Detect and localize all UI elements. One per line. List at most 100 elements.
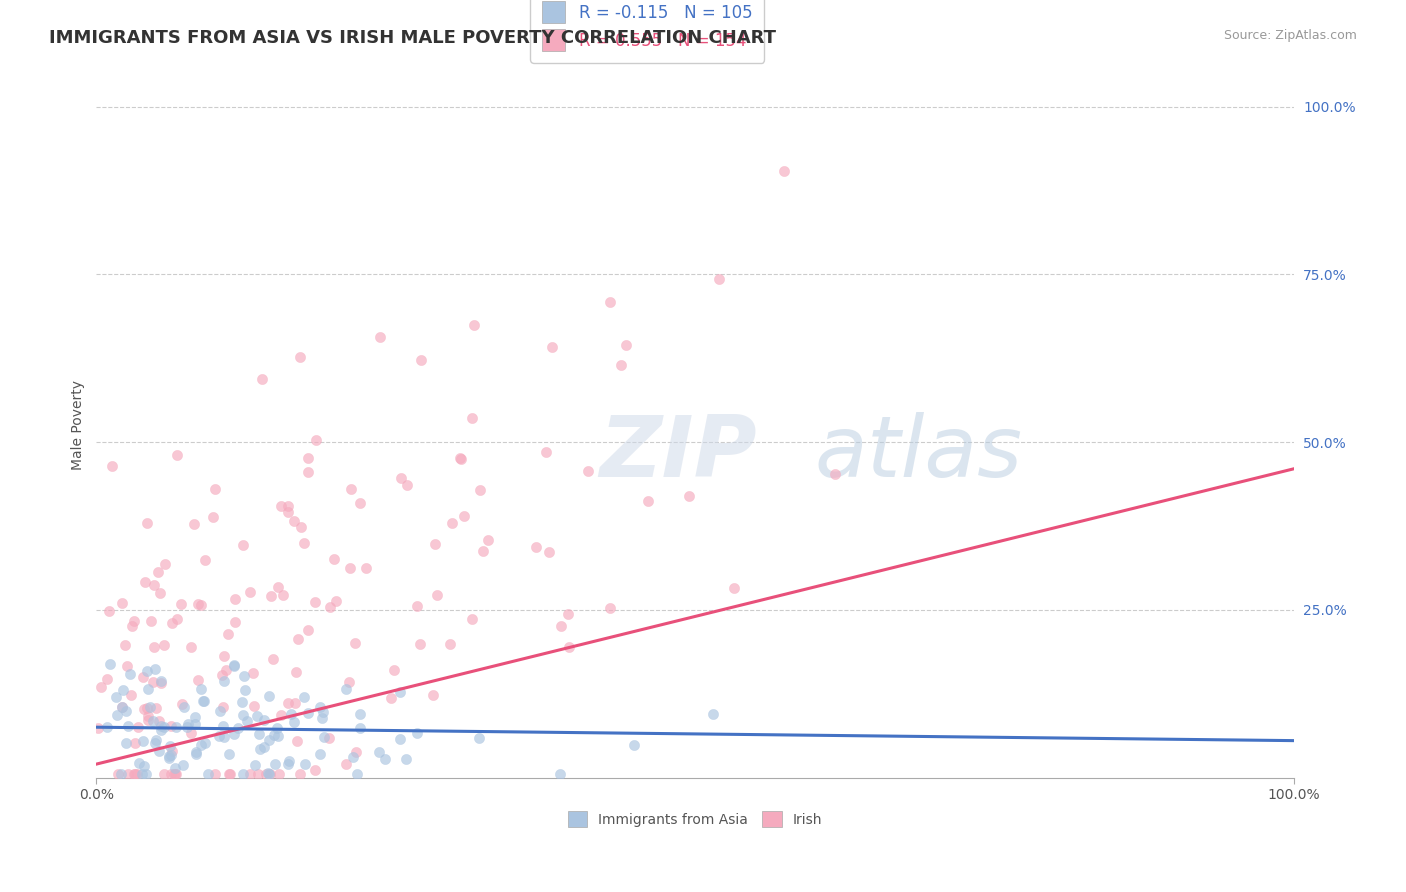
Point: [143, 640, 166, 654]
Point: [165, 767, 187, 781]
Point: [107, 767, 129, 781]
Point: [344, 636, 367, 650]
Point: [772, 164, 794, 178]
Point: [127, 720, 149, 734]
Point: [450, 452, 472, 467]
Point: [148, 714, 170, 728]
Text: ZIP: ZIP: [599, 412, 756, 495]
Point: [277, 505, 299, 519]
Point: [277, 696, 299, 710]
Point: [222, 657, 245, 672]
Point: [143, 736, 166, 750]
Point: [136, 516, 159, 530]
Point: [128, 756, 150, 770]
Point: [160, 748, 183, 763]
Point: [131, 767, 153, 781]
Point: [187, 598, 209, 612]
Point: [232, 708, 254, 723]
Point: [222, 658, 245, 673]
Point: [232, 767, 254, 781]
Point: [439, 637, 461, 651]
Point: [142, 674, 165, 689]
Point: [149, 585, 172, 599]
Point: [242, 665, 264, 680]
Point: [253, 739, 276, 754]
Point: [153, 558, 176, 572]
Point: [149, 719, 172, 733]
Point: [409, 637, 432, 651]
Point: [284, 697, 307, 711]
Point: [97, 604, 120, 618]
Point: [599, 294, 621, 309]
Point: [249, 742, 271, 756]
Point: [142, 714, 165, 729]
Point: [172, 697, 194, 711]
Point: [124, 767, 146, 781]
Point: [678, 489, 700, 503]
Point: [183, 517, 205, 532]
Point: [138, 700, 160, 714]
Point: [468, 731, 491, 746]
Point: [824, 467, 846, 482]
Point: [541, 340, 564, 354]
Point: [335, 681, 357, 696]
Point: [170, 597, 193, 611]
Point: [263, 728, 285, 742]
Point: [260, 589, 283, 603]
Point: [117, 719, 139, 733]
Point: [100, 459, 122, 474]
Point: [239, 585, 262, 599]
Point: [124, 735, 146, 749]
Text: IMMIGRANTS FROM ASIA VS IRISH MALE POVERTY CORRELATION CHART: IMMIGRANTS FROM ASIA VS IRISH MALE POVER…: [49, 29, 776, 46]
Point: [257, 689, 280, 703]
Point: [246, 709, 269, 723]
Point: [389, 471, 412, 485]
Point: [304, 595, 326, 609]
Point: [142, 578, 165, 592]
Point: [550, 618, 572, 632]
Point: [423, 537, 446, 551]
Point: [470, 483, 492, 497]
Point: [252, 372, 274, 386]
Point: [165, 761, 187, 775]
Point: [165, 720, 187, 734]
Point: [231, 695, 253, 709]
Point: [114, 638, 136, 652]
Point: [337, 674, 360, 689]
Point: [224, 591, 246, 606]
Point: [346, 767, 368, 781]
Point: [614, 338, 637, 352]
Point: [190, 598, 212, 612]
Point: [599, 601, 621, 615]
Point: [382, 663, 405, 677]
Point: [537, 545, 560, 559]
Point: [218, 767, 240, 781]
Point: [232, 538, 254, 552]
Point: [110, 767, 132, 781]
Point: [637, 493, 659, 508]
Point: [247, 727, 270, 741]
Point: [297, 623, 319, 637]
Point: [406, 599, 429, 614]
Point: [186, 673, 208, 688]
Point: [292, 690, 315, 705]
Point: [215, 663, 238, 677]
Point: [96, 672, 118, 686]
Point: [105, 690, 128, 705]
Point: [204, 483, 226, 497]
Point: [256, 765, 278, 780]
Point: [96, 720, 118, 734]
Point: [105, 707, 128, 722]
Point: [239, 767, 262, 781]
Point: [180, 640, 202, 654]
Point: [184, 747, 207, 762]
Point: [312, 730, 335, 744]
Point: [297, 451, 319, 466]
Point: [163, 767, 186, 781]
Point: [194, 736, 217, 750]
Point: [132, 759, 155, 773]
Y-axis label: Male Poverty: Male Poverty: [72, 380, 86, 470]
Legend: Immigrants from Asia, Irish: Immigrants from Asia, Irish: [561, 804, 830, 834]
Point: [176, 719, 198, 733]
Point: [115, 659, 138, 673]
